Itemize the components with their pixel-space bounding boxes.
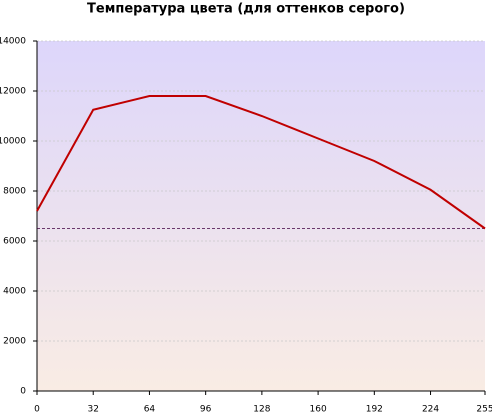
x-tick-label: 32 [87,405,98,413]
chart-title: Температура цвета (для оттенков серого) [87,2,405,17]
x-tick-label: 96 [200,405,212,413]
x-tick-label: 192 [366,405,383,413]
y-tick-label: 10000 [0,137,26,147]
x-tick-label: 0 [34,405,40,413]
y-tick-label: 8000 [3,187,26,197]
x-tick-label: 224 [422,405,439,413]
y-tick-label: 12000 [0,87,26,97]
y-tick-label: 0 [20,387,26,397]
y-tick-label: 2000 [3,337,26,347]
y-tick-label: 14000 [0,37,26,47]
x-tick-label: 160 [310,405,327,413]
x-tick-label: 255 [476,405,492,413]
x-tick-label: 64 [144,405,156,413]
plot-area [37,41,485,391]
y-tick-label: 6000 [3,237,26,247]
y-tick-label: 4000 [3,287,26,297]
x-tick-label: 128 [253,405,270,413]
data-line [36,95,486,230]
